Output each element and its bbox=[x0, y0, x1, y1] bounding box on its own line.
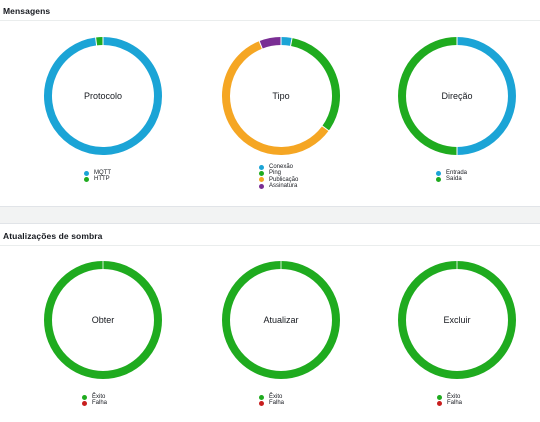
donut-chart-excluir: Excluir bbox=[392, 255, 522, 385]
legend-item-http[interactable]: HTTP bbox=[84, 176, 111, 182]
legend-label: Saída bbox=[446, 176, 462, 183]
donut-svg: Excluir bbox=[398, 260, 516, 379]
chart-legend: Êxito Falha bbox=[82, 394, 107, 407]
chart-legend: Conexão Ping Publicação Assinatura bbox=[259, 164, 298, 189]
donut-center-label: Obter bbox=[92, 315, 115, 325]
legend-label: Êxito bbox=[269, 394, 283, 400]
donut-chart-obter: Obter bbox=[38, 255, 168, 385]
legend-label: MQTT bbox=[94, 170, 111, 176]
legend-label: HTTP bbox=[94, 176, 110, 183]
legend-swatch bbox=[259, 394, 264, 400]
chart-legend: Êxito Falha bbox=[437, 394, 462, 407]
legend-item-publicação[interactable]: Publicação bbox=[259, 177, 298, 183]
legend-swatch bbox=[437, 400, 442, 406]
donut-svg: Protocolo bbox=[44, 36, 162, 155]
shadow-updates-panel: Atualizações de sombra bbox=[0, 223, 540, 422]
chart-legend: Entrada Saída bbox=[436, 170, 467, 183]
slice-separator bbox=[258, 40, 263, 50]
legend-swatch bbox=[259, 170, 264, 176]
legend-item-mqtt[interactable]: MQTT bbox=[84, 170, 111, 176]
chart-legend: Êxito Falha bbox=[259, 394, 284, 407]
legend-label: Assinatura bbox=[269, 182, 298, 189]
legend-swatch bbox=[84, 176, 89, 182]
donut-svg: Tipo bbox=[222, 36, 340, 155]
donut-slice-entrada[interactable] bbox=[456, 37, 516, 155]
legend-swatch bbox=[436, 176, 441, 182]
donut-svg: Direção bbox=[398, 36, 516, 156]
legend-label: Publicação bbox=[269, 176, 299, 183]
donut-center-label: Excluir bbox=[443, 315, 470, 325]
donut-chart-protocolo: Protocolo bbox=[38, 31, 168, 161]
slice-separator bbox=[95, 36, 98, 46]
legend-label: Falha bbox=[269, 400, 285, 407]
legend-swatch bbox=[82, 394, 87, 400]
donut-chart-tipo: Tipo bbox=[216, 31, 346, 161]
legend-label: Entrada bbox=[446, 170, 468, 176]
legend-item-falha[interactable]: Falha bbox=[82, 400, 107, 406]
legend-item-êxito[interactable]: Êxito bbox=[259, 394, 284, 400]
legend-item-saída[interactable]: Saída bbox=[436, 176, 467, 182]
donut-slice-publicação[interactable] bbox=[222, 41, 329, 155]
donut-slice-ping[interactable] bbox=[290, 38, 340, 131]
legend-swatch bbox=[82, 400, 87, 406]
slice-separator bbox=[289, 37, 293, 47]
legend-label: Êxito bbox=[92, 394, 106, 400]
legend-item-ping[interactable]: Ping bbox=[259, 170, 298, 176]
legend-swatch bbox=[437, 394, 442, 400]
legend-swatch bbox=[259, 183, 264, 189]
donut-center-label: Atualizar bbox=[263, 315, 298, 325]
panel-divider bbox=[0, 20, 540, 21]
legend-item-falha[interactable]: Falha bbox=[437, 400, 462, 406]
chart-legend: MQTT HTTP bbox=[84, 170, 111, 183]
legend-item-assinatura[interactable]: Assinatura bbox=[259, 183, 298, 189]
donut-slice-mqtt[interactable] bbox=[44, 37, 162, 155]
donut-slice-assinatura[interactable] bbox=[259, 37, 282, 49]
legend-item-êxito[interactable]: Êxito bbox=[437, 394, 462, 400]
legend-swatch bbox=[84, 170, 89, 176]
legend-label: Ping bbox=[269, 170, 282, 177]
donut-center-label: Protocolo bbox=[84, 91, 122, 101]
legend-swatch bbox=[259, 164, 264, 170]
legend-label: Êxito bbox=[447, 394, 461, 400]
donut-svg: Atualizar bbox=[222, 260, 340, 379]
donut-center-label: Direção bbox=[441, 91, 472, 101]
legend-item-entrada[interactable]: Entrada bbox=[436, 170, 467, 176]
slice-separator bbox=[321, 125, 330, 132]
legend-item-falha[interactable]: Falha bbox=[259, 400, 284, 406]
donut-chart-atualizar: Atualizar bbox=[216, 255, 346, 385]
messages-panel: Mensagens bbox=[0, 0, 540, 207]
legend-swatch bbox=[436, 170, 441, 176]
donut-svg: Obter bbox=[44, 260, 162, 379]
legend-label: Falha bbox=[92, 400, 108, 407]
donut-slice-conexão[interactable] bbox=[280, 37, 293, 46]
legend-label: Falha bbox=[447, 400, 463, 407]
donut-slice-saída[interactable] bbox=[398, 37, 458, 155]
legend-swatch bbox=[259, 177, 264, 183]
legend-label: Conexão bbox=[269, 164, 294, 170]
legend-item-conexão[interactable]: Conexão bbox=[259, 164, 298, 170]
messages-panel-title: Mensagens bbox=[3, 6, 51, 16]
donut-chart-direção: Direção bbox=[392, 31, 522, 161]
panel-divider bbox=[0, 245, 540, 246]
donut-center-label: Tipo bbox=[272, 91, 289, 101]
legend-swatch bbox=[259, 400, 264, 406]
legend-item-êxito[interactable]: Êxito bbox=[82, 394, 107, 400]
shadow-updates-panel-title: Atualizações de sombra bbox=[3, 231, 103, 241]
